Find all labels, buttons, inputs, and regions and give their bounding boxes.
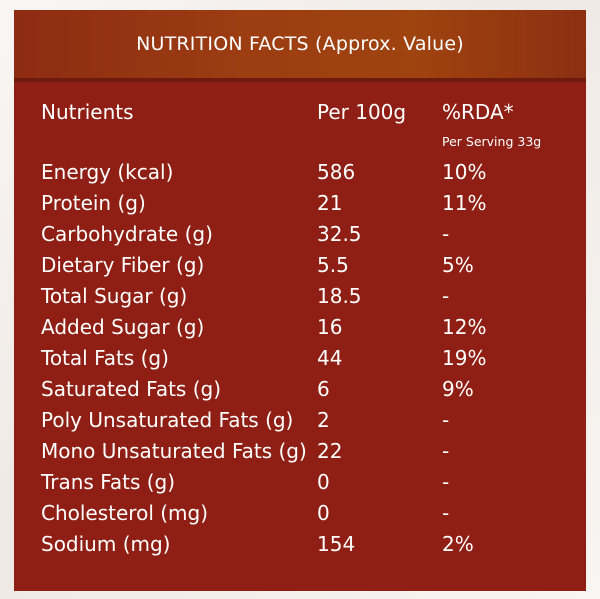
nutrient-name: Protein (g) — [41, 191, 146, 215]
table-row: Mono Unsaturated Fats (g) 22 - — [14, 439, 586, 470]
column-header-nutrients: Nutrients — [41, 100, 134, 124]
nutrient-name: Saturated Fats (g) — [41, 377, 221, 401]
table-row: Dietary Fiber (g) 5.5 5% — [14, 253, 586, 284]
nutrient-rda: 19% — [442, 346, 487, 370]
nutrient-rda: 5% — [442, 253, 474, 277]
table-row: Sodium (mg) 154 2% — [14, 532, 586, 563]
nutrient-name: Dietary Fiber (g) — [41, 253, 205, 277]
nutrient-rda: - — [442, 470, 450, 494]
table-row: Total Sugar (g) 18.5 - — [14, 284, 586, 315]
nutrient-per-100g: 0 — [317, 470, 330, 494]
table-header-bar: NUTRITION FACTS (Approx. Value) — [14, 10, 586, 78]
table-row: Total Fats (g) 44 19% — [14, 346, 586, 377]
nutrient-rda: 12% — [442, 315, 487, 339]
nutrient-name: Total Fats (g) — [41, 346, 169, 370]
nutrient-per-100g: 18.5 — [317, 284, 362, 308]
nutrient-rda: - — [442, 501, 450, 525]
header-divider — [14, 78, 586, 82]
nutrient-rda: 11% — [442, 191, 487, 215]
nutrient-per-100g: 6 — [317, 377, 330, 401]
table-row: Carbohydrate (g) 32.5 - — [14, 222, 586, 253]
table-row: Protein (g) 21 11% — [14, 191, 586, 222]
nutrient-name: Energy (kcal) — [41, 160, 174, 184]
nutrient-name: Cholesterol (mg) — [41, 501, 209, 525]
nutrient-name: Poly Unsaturated Fats (g) — [41, 408, 294, 432]
nutrient-rda: 2% — [442, 532, 474, 556]
nutrient-per-100g: 2 — [317, 408, 330, 432]
nutrient-per-100g: 32.5 — [317, 222, 362, 246]
nutrient-per-100g: 586 — [317, 160, 356, 184]
column-subheader-serving: Per Serving 33g — [442, 134, 542, 149]
nutrition-facts-card: NUTRITION FACTS (Approx. Value) Nutrient… — [14, 10, 586, 591]
nutrient-per-100g: 154 — [317, 532, 356, 556]
table-row: Energy (kcal) 586 10% — [14, 160, 586, 191]
nutrient-rda: - — [442, 284, 450, 308]
column-header-rda: %RDA* — [442, 100, 514, 124]
nutrient-per-100g: 0 — [317, 501, 330, 525]
nutrient-per-100g: 16 — [317, 315, 343, 339]
nutrient-per-100g: 21 — [317, 191, 343, 215]
table-title: NUTRITION FACTS (Approx. Value) — [136, 33, 464, 55]
nutrient-per-100g: 5.5 — [317, 253, 349, 277]
nutrient-rda: 10% — [442, 160, 487, 184]
nutrient-rda: - — [442, 408, 450, 432]
nutrient-name: Trans Fats (g) — [41, 470, 176, 494]
nutrient-rda: - — [442, 439, 450, 463]
nutrient-rda: - — [442, 222, 450, 246]
nutrient-name: Sodium (mg) — [41, 532, 171, 556]
column-header-per-100g: Per 100g — [317, 100, 407, 124]
nutrient-per-100g: 22 — [317, 439, 343, 463]
nutrient-per-100g: 44 — [317, 346, 343, 370]
nutrient-rda: 9% — [442, 377, 474, 401]
table-row: Added Sugar (g) 16 12% — [14, 315, 586, 346]
nutrient-name: Added Sugar (g) — [41, 315, 205, 339]
nutrient-name: Mono Unsaturated Fats (g) — [41, 439, 307, 463]
table-row: Trans Fats (g) 0 - — [14, 470, 586, 501]
table-row: Poly Unsaturated Fats (g) 2 - — [14, 408, 586, 439]
table-row: Saturated Fats (g) 6 9% — [14, 377, 586, 408]
nutrient-name: Total Sugar (g) — [41, 284, 188, 308]
nutrient-name: Carbohydrate (g) — [41, 222, 213, 246]
table-row: Cholesterol (mg) 0 - — [14, 501, 586, 532]
